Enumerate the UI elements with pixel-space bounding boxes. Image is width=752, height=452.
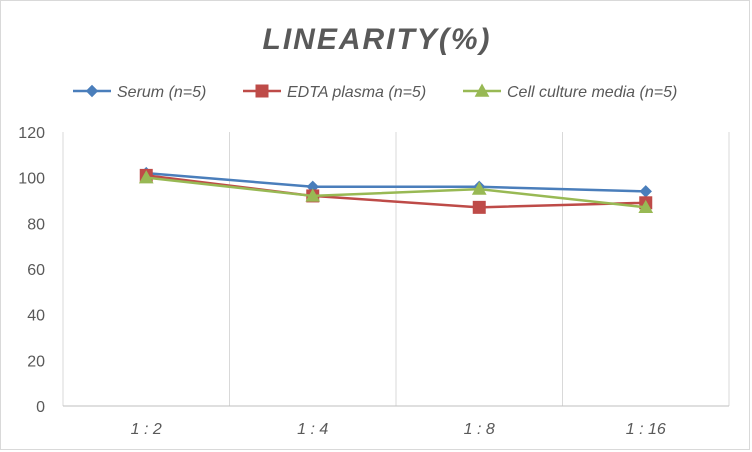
- data-point-triangle: [305, 188, 321, 202]
- chart-title: LINEARITY(%): [263, 23, 492, 56]
- legend-marker-diamond: [85, 84, 99, 98]
- y-axis: 0 20 40 60 80 100 120: [18, 125, 45, 416]
- x-tick-label: 1 : 2: [131, 421, 162, 438]
- y-tick-label: 100: [18, 171, 45, 188]
- y-tick-label: 40: [27, 308, 45, 325]
- x-tick-label: 1 : 8: [464, 421, 495, 438]
- data-point-diamond: [639, 185, 652, 198]
- legend-marker-triangle: [474, 83, 490, 97]
- y-tick-label: 60: [27, 262, 45, 279]
- legend-marker-square: [255, 84, 269, 98]
- series-group: [138, 166, 654, 214]
- legend-item: Serum (n=5): [73, 84, 206, 101]
- legend-label: EDTA plasma (n=5): [287, 84, 426, 101]
- series-line: [146, 171, 646, 193]
- legend-label: Serum (n=5): [117, 84, 206, 101]
- y-tick-label: 120: [18, 125, 45, 142]
- y-tick-label: 20: [27, 353, 45, 370]
- series-triangle: [138, 170, 654, 214]
- legend-item: EDTA plasma (n=5): [243, 84, 426, 101]
- x-tick-label: 1 : 4: [297, 421, 328, 438]
- data-point-triangle: [471, 181, 487, 195]
- legend-item: Cell culture media (n=5): [463, 83, 677, 101]
- legend-label: Cell culture media (n=5): [507, 84, 677, 101]
- x-tick-label: 1 : 16: [626, 421, 666, 438]
- y-tick-label: 0: [36, 399, 45, 416]
- data-point-triangle: [138, 170, 154, 184]
- data-point-square: [472, 200, 486, 214]
- legend: Serum (n=5) EDTA plasma (n=5) Cell culture…: [73, 83, 677, 101]
- gridlines: [62, 132, 730, 407]
- series-line: [146, 176, 646, 209]
- x-axis: 1 : 2 1 : 4 1 : 8 1 : 16: [131, 421, 666, 438]
- y-tick-label: 80: [27, 216, 45, 233]
- data-point-triangle: [638, 199, 654, 214]
